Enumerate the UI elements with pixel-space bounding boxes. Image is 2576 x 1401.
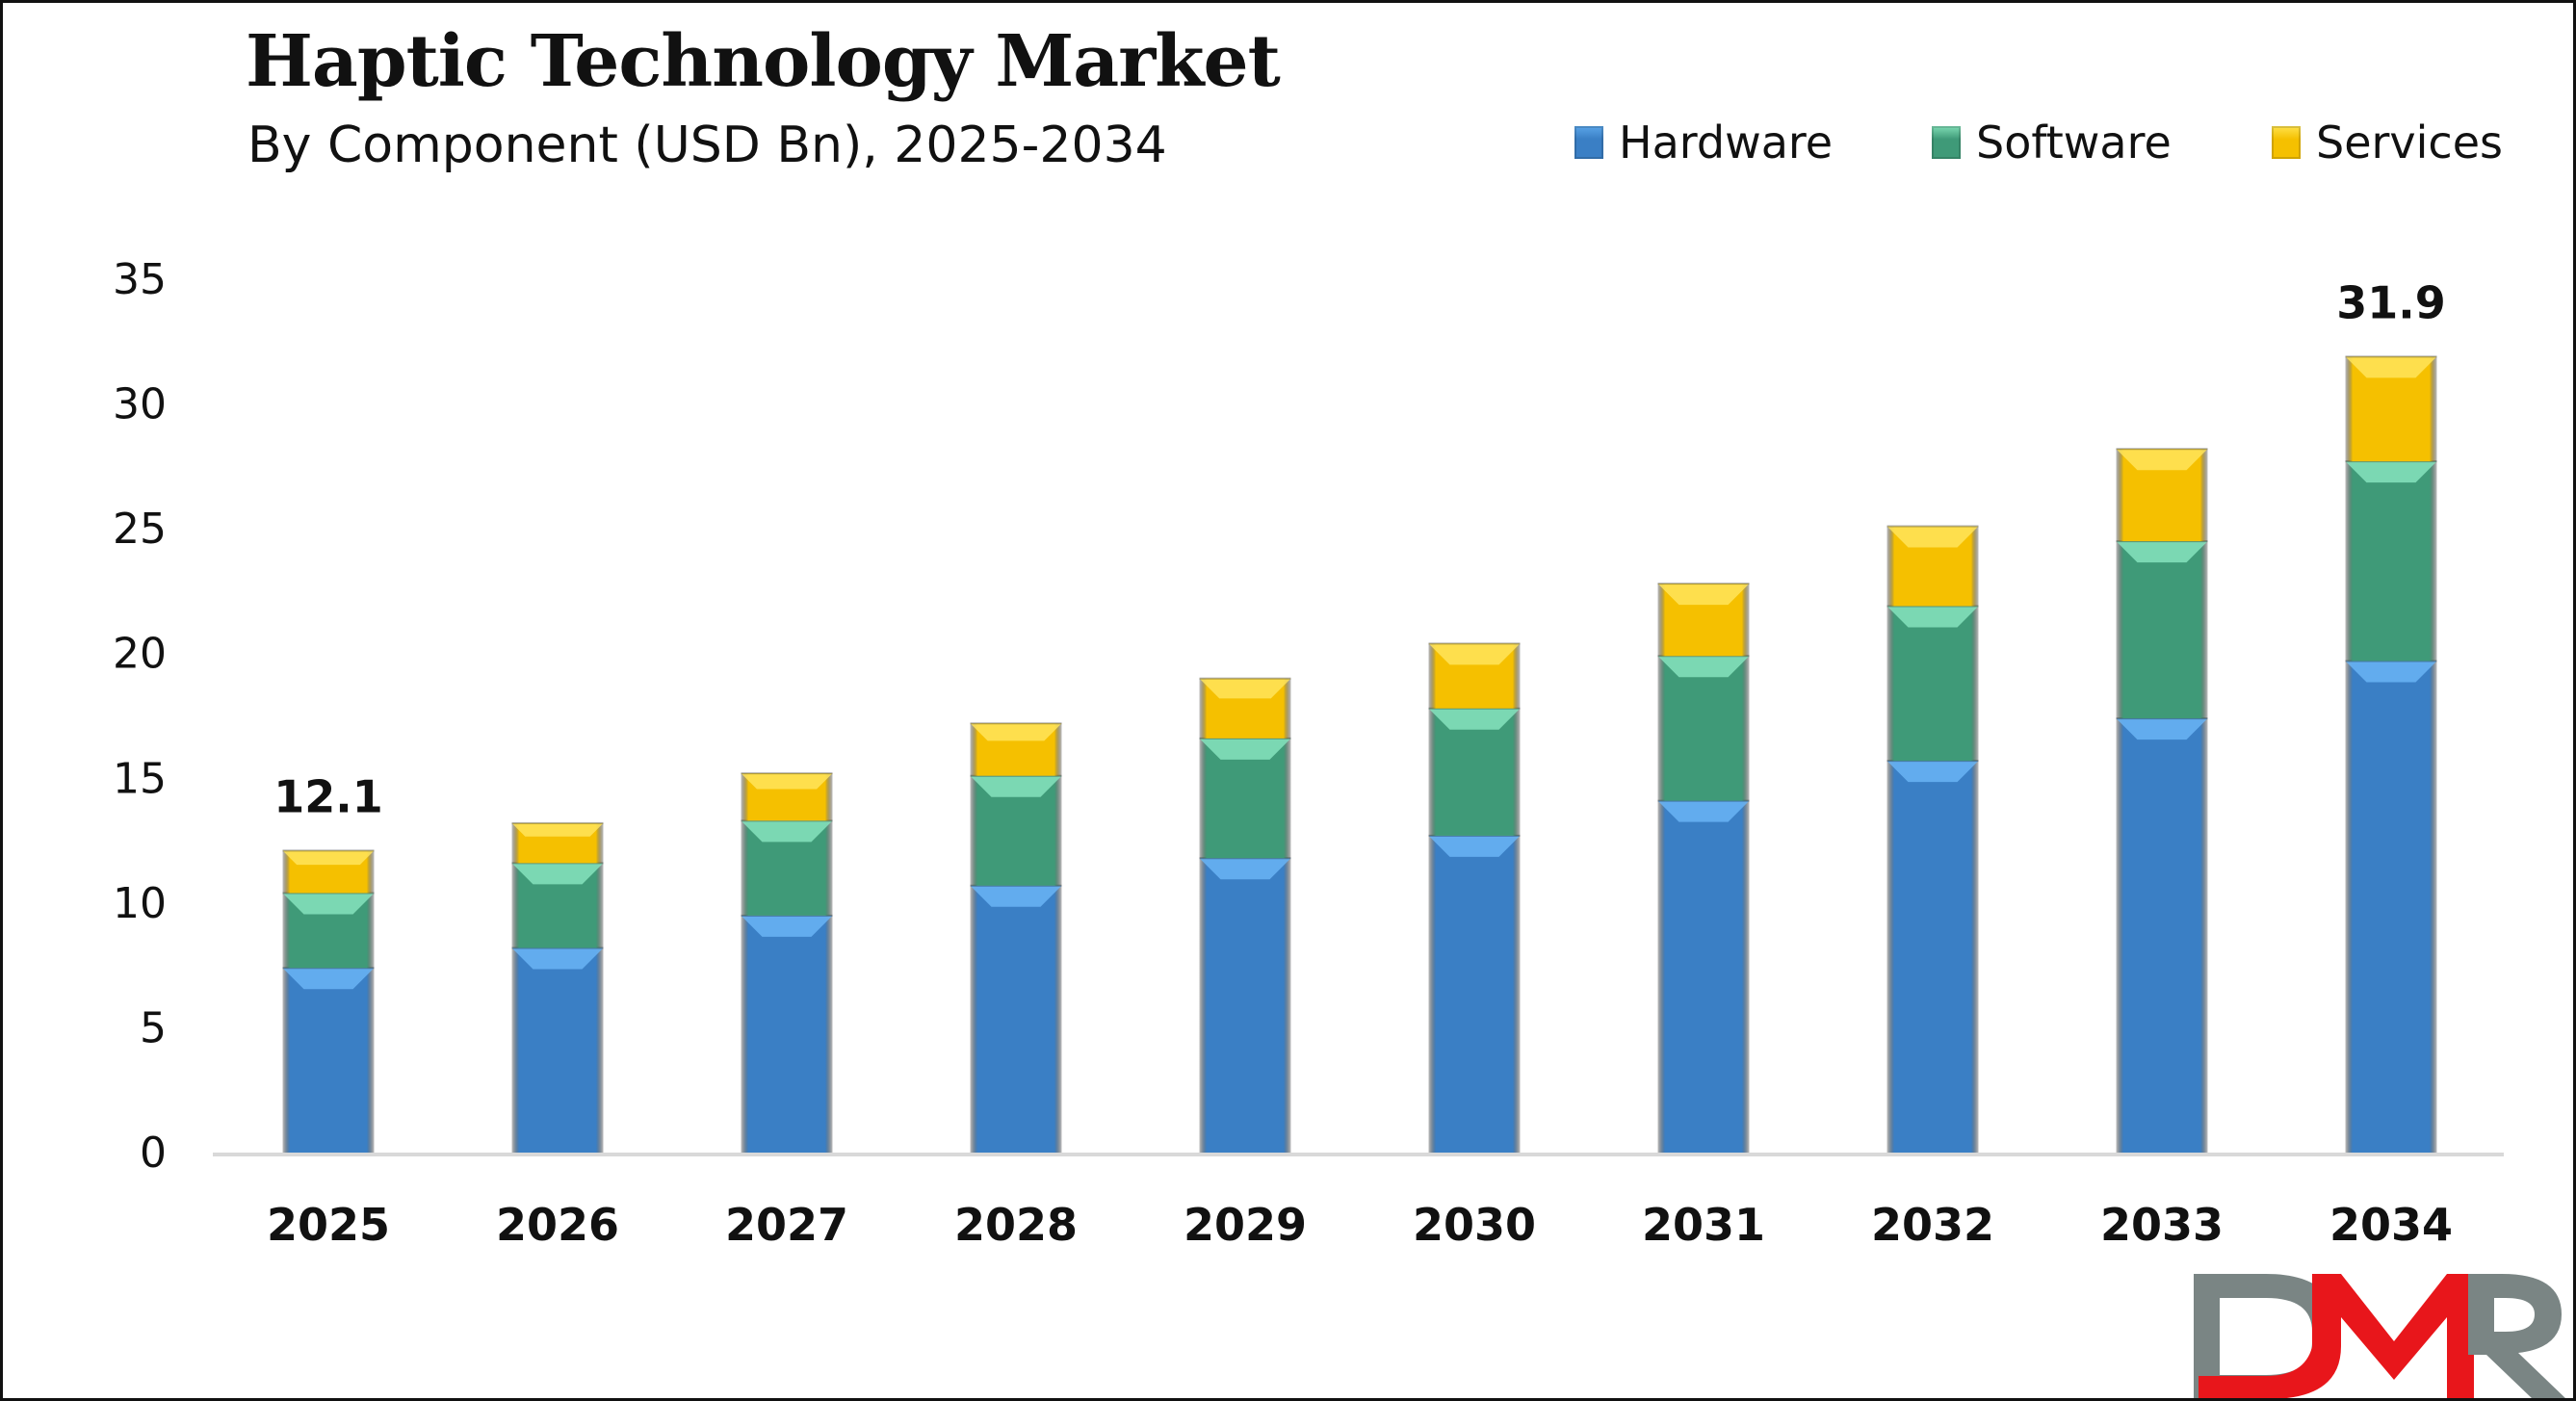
- legend-swatch-services: [2272, 126, 2301, 159]
- bar-bevel-services: [1428, 643, 1521, 665]
- legend-item-hardware: Hardware: [1574, 117, 1833, 169]
- legend-label: Services: [2316, 117, 2503, 169]
- bar-bevel-hardware: [741, 915, 833, 937]
- y-tick-label: 35: [113, 255, 167, 304]
- bar-bevel-software: [1657, 656, 1750, 678]
- bar-segment-hardware: [511, 947, 604, 1153]
- data-label: 12.1: [273, 770, 383, 822]
- bar-bevel-software: [741, 820, 833, 843]
- bar-bevel-hardware: [970, 885, 1062, 907]
- bar-bevel-hardware: [2116, 718, 2208, 740]
- x-tick-label: 2027: [725, 1199, 848, 1251]
- x-tick-label: 2026: [496, 1199, 619, 1251]
- bar-bevel-services: [2345, 356, 2437, 378]
- bar-segment-software: [1657, 656, 1750, 801]
- bar-segment-hardware: [741, 915, 833, 1153]
- legend-label: Software: [1976, 117, 2172, 169]
- y-tick-label: 25: [113, 505, 167, 554]
- bar-segment-hardware: [970, 885, 1062, 1153]
- bar-bevel-software: [511, 863, 604, 885]
- x-tick-label: 2030: [1413, 1199, 1536, 1251]
- bar-segment-hardware: [1657, 800, 1750, 1153]
- bar-bevel-services: [1657, 584, 1750, 606]
- bar-bevel-services: [282, 850, 375, 866]
- bar-segment-software: [2116, 541, 2208, 719]
- bar-bevel-hardware: [1199, 858, 1291, 880]
- bar-bevel-software: [2116, 541, 2208, 563]
- bar-bevel-services: [970, 723, 1062, 741]
- bar-segment-hardware: [1199, 858, 1291, 1153]
- bar-bevel-software: [1428, 708, 1521, 730]
- y-tick-label: 5: [140, 1003, 167, 1052]
- bar-bevel-hardware: [282, 968, 375, 990]
- bar-segment-software: [1428, 708, 1521, 836]
- bar-segment-hardware: [1428, 835, 1521, 1153]
- bar-segment-hardware: [282, 968, 375, 1153]
- x-tick-label: 2032: [1871, 1199, 1994, 1251]
- x-tick-label: 2034: [2329, 1199, 2453, 1251]
- legend-label: Hardware: [1619, 117, 1834, 169]
- bar-bevel-software: [970, 775, 1062, 797]
- y-tick-label: 0: [140, 1129, 167, 1178]
- bar-bevel-services: [2116, 449, 2208, 471]
- x-tick-label: 2031: [1642, 1199, 1765, 1251]
- y-tick-label: 10: [113, 879, 167, 928]
- x-tick-label: 2033: [2100, 1199, 2224, 1251]
- x-tick-label: 2028: [954, 1199, 1078, 1251]
- bar-bevel-hardware: [1886, 761, 1979, 783]
- bar-bevel-services: [741, 773, 833, 790]
- bar-bevel-software: [2345, 461, 2437, 483]
- bar-bevel-services: [511, 822, 604, 837]
- y-tick-label: 15: [113, 754, 167, 803]
- bar-bevel-software: [282, 893, 375, 915]
- x-tick-label: 2029: [1184, 1199, 1307, 1251]
- bar-segment-hardware: [1886, 761, 1979, 1153]
- bar-bevel-services: [1199, 678, 1291, 699]
- bar-segment-software: [1886, 606, 1979, 762]
- y-tick-label: 20: [113, 630, 167, 679]
- legend-swatch-software: [1932, 126, 1961, 159]
- bar-segment-software: [2345, 461, 2437, 662]
- legend-item-services: Services: [2272, 117, 2503, 169]
- bar-segment-hardware: [2345, 661, 2437, 1153]
- bar-bevel-software: [1886, 606, 1979, 628]
- bar-bevel-hardware: [2345, 661, 2437, 683]
- chart-title: Haptic Technology Market: [246, 20, 1281, 103]
- bar-bevel-services: [1886, 526, 1979, 548]
- data-label: 31.9: [2336, 276, 2446, 328]
- x-tick-label: 2025: [267, 1199, 390, 1251]
- bar-segment-hardware: [2116, 718, 2208, 1153]
- legend-swatch-hardware: [1574, 126, 1603, 159]
- bar-bevel-hardware: [1657, 800, 1750, 822]
- legend-item-software: Software: [1932, 117, 2172, 169]
- chart-subtitle: By Component (USD Bn), 2025-2034: [247, 117, 1167, 174]
- bar-bevel-hardware: [511, 947, 604, 970]
- bar-bevel-software: [1199, 738, 1291, 760]
- y-tick-label: 30: [113, 380, 167, 429]
- bar-bevel-hardware: [1428, 835, 1521, 857]
